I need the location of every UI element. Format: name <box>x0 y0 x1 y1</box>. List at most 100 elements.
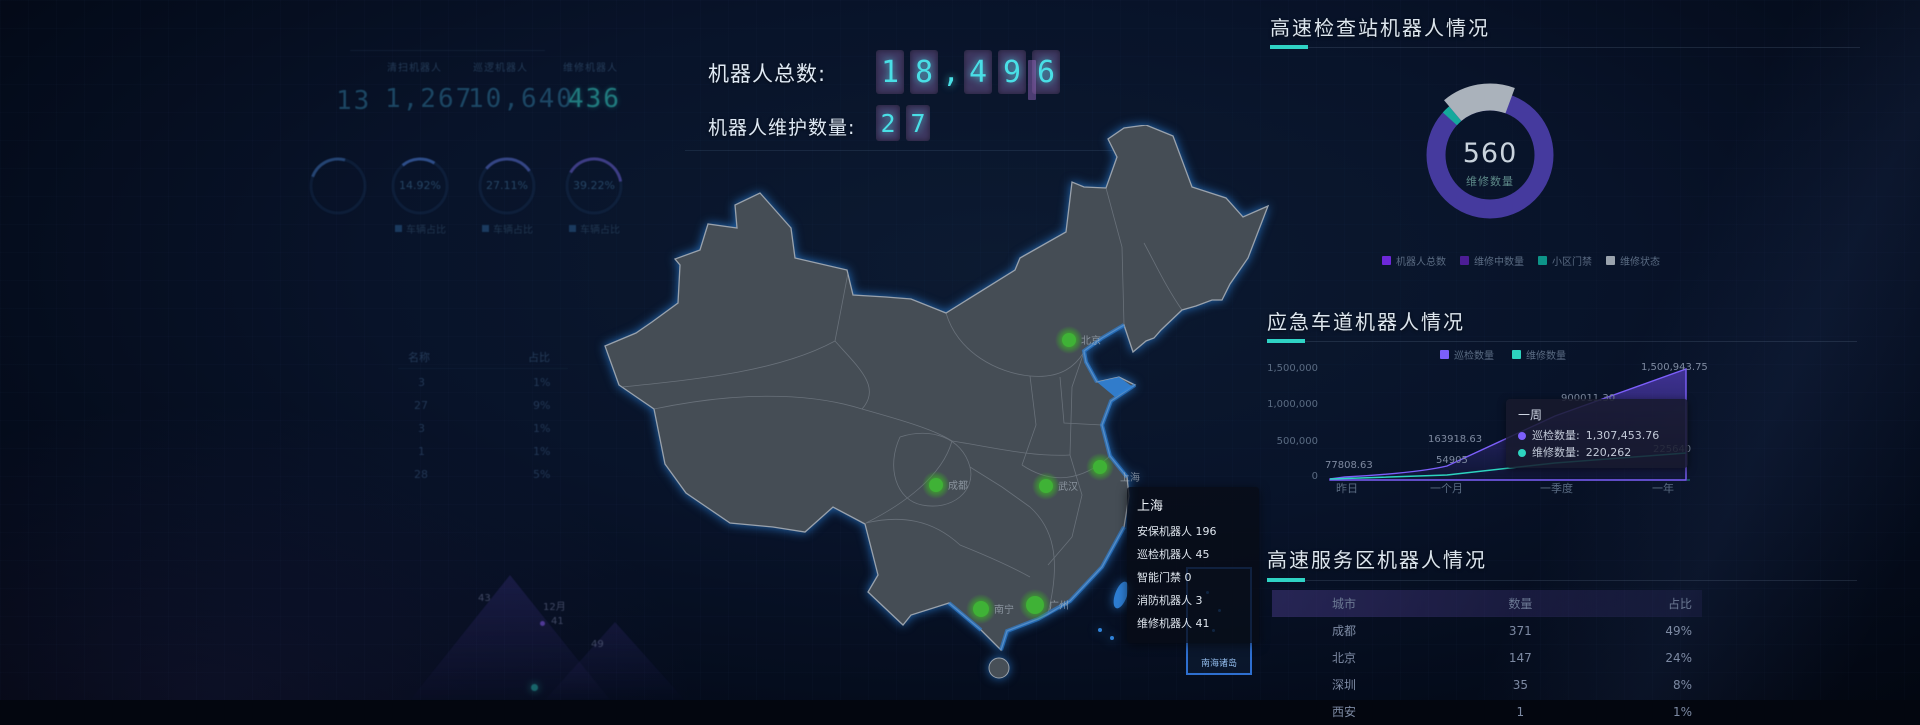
map-marker-nanning[interactable]: 南宁 <box>966 594 1014 624</box>
digit-box: 7 <box>906 105 930 141</box>
island-dot <box>1098 628 1102 632</box>
gauge-legend-label: 车辆占比 <box>406 225 446 236</box>
digit-box: 8 <box>910 50 938 94</box>
china-outline <box>604 125 1270 652</box>
left-table-cell: 1% <box>533 422 551 435</box>
donut-legend-item[interactable]: 维修状态 <box>1606 253 1660 268</box>
legend-square-icon <box>1382 256 1391 265</box>
legend-square-icon <box>395 225 402 232</box>
gauge-percent-1: 14.92% <box>399 179 441 192</box>
col-header-count: 数量 <box>1508 597 1533 611</box>
y-tick: 1,500,000 <box>1267 363 1318 374</box>
cell-city: 深圳 <box>1332 678 1357 692</box>
left-table-header-name: 名称 <box>408 351 430 364</box>
title-underline <box>1267 339 1857 343</box>
cell-city: 西安 <box>1332 705 1357 719</box>
map-marker-beijing[interactable]: 北京 <box>1055 326 1101 354</box>
x-tick: 一季度 <box>1540 482 1573 495</box>
inset-label: 南海诸岛 <box>1200 659 1237 669</box>
service-table-header: 城市 数量 占比 <box>1272 590 1702 617</box>
left-table-cell: 5% <box>533 468 551 481</box>
y-tick: 0 <box>1311 471 1318 482</box>
cell-city: 成都 <box>1332 624 1357 638</box>
donut-center-value: 560 <box>1462 138 1518 169</box>
service-table-row[interactable]: 北京 147 24% <box>1272 644 1702 671</box>
checkpoint-donut-chart[interactable] <box>1405 70 1575 240</box>
cell-ratio: 1% <box>1672 704 1692 719</box>
gauge-legend-label: 车辆占比 <box>580 225 620 236</box>
service-table-row[interactable]: 成都 371 49% <box>1272 617 1702 644</box>
donut-legend-item[interactable]: 机器人总数 <box>1382 253 1446 268</box>
map-tooltip-line: 智能门禁 0 <box>1137 571 1192 584</box>
digit-box: 1 <box>876 50 904 94</box>
y-tick: 1,000,000 <box>1267 399 1318 410</box>
map-tooltip-line: 消防机器人 3 <box>1137 594 1203 607</box>
map-tooltip-line: 维修机器人 41 <box>1137 617 1210 630</box>
service-table-row[interactable]: 西安 1 1% <box>1272 698 1702 725</box>
lane-legend-item[interactable]: 维修数量 <box>1512 347 1566 362</box>
gauge-legend-2[interactable]: 车辆占比 <box>482 221 533 236</box>
mini-chart-label-b: 49 <box>591 639 604 650</box>
left-table-cell: 28 <box>414 468 428 481</box>
map-tooltip: 上海 安保机器人 196 巡检机器人 45 智能门禁 0 消防机器人 3 维修机… <box>1127 487 1259 643</box>
map-marker-wuhan[interactable]: 武汉 <box>1032 472 1078 500</box>
donut-center-label: 维修数量 <box>1466 175 1514 188</box>
robot-maintenance-label: 机器人维护数量: <box>708 117 856 139</box>
donut-legend-item[interactable]: 小区门禁 <box>1538 253 1592 268</box>
tooltip-series-value: 1,307,453.76 <box>1585 429 1660 442</box>
mini-chart-value: 41 <box>551 616 564 627</box>
point-label: 77808.63 <box>1325 460 1373 471</box>
dot-icon <box>1518 431 1526 440</box>
legend-label: 巡检数量 <box>1454 351 1494 362</box>
stat-value-2: 10,640 <box>468 84 574 114</box>
cell-count: 35 <box>1512 677 1528 692</box>
legend-label: 维修数量 <box>1526 351 1566 362</box>
divider <box>350 50 545 51</box>
lane-panel-title: 应急车道机器人情况 <box>1267 310 1465 334</box>
robot-total-label: 机器人总数: <box>708 62 827 86</box>
title-underline <box>1267 578 1857 582</box>
legend-label: 小区门禁 <box>1552 257 1592 268</box>
legend-square-icon <box>1512 350 1521 359</box>
marker-label: 成都 <box>948 480 968 492</box>
divider <box>398 368 568 369</box>
gauge-legend-3[interactable]: 车辆占比 <box>569 221 620 236</box>
legend-square-icon <box>569 225 576 232</box>
x-tick: 一年 <box>1652 482 1674 495</box>
lane-tooltip-row: 巡检数量: 1,307,453.76 <box>1518 427 1676 444</box>
gauge-legend-1[interactable]: 车辆占比 <box>395 221 446 236</box>
mini-chart-month: 12月 <box>543 602 566 613</box>
map-tooltip-line: 安保机器人 196 <box>1137 525 1217 538</box>
lane-legend-item[interactable]: 巡检数量 <box>1440 347 1494 362</box>
legend-label: 机器人总数 <box>1396 257 1446 268</box>
map-marker-chengdu[interactable]: 成都 <box>922 471 968 499</box>
province-borders <box>621 187 1183 614</box>
china-map[interactable]: 北京 成都 武汉 上海 南宁 广州 <box>600 125 1270 685</box>
cell-count: 371 <box>1508 623 1532 638</box>
map-marker-shanghai[interactable]: 上海 <box>1086 453 1140 484</box>
x-tick: 昨日 <box>1336 482 1358 495</box>
left-table-cell: 27 <box>414 399 428 412</box>
point-label: 163918.63 <box>1428 434 1483 445</box>
service-panel-title: 高速服务区机器人情况 <box>1267 548 1487 572</box>
digit-box: 6 <box>1032 50 1061 94</box>
cell-city: 北京 <box>1332 651 1357 665</box>
y-tick: 500,000 <box>1276 436 1318 447</box>
map-marker-guangzhou[interactable]: 广州 <box>1019 589 1069 621</box>
donut-legend-item[interactable]: 维修中数量 <box>1460 253 1524 268</box>
legend-square-icon <box>1440 350 1449 359</box>
hainan-island <box>988 657 1010 679</box>
title-underline <box>1270 45 1860 49</box>
donut-center: 560 维修数量 <box>1405 138 1575 189</box>
marker-label: 上海 <box>1120 471 1140 484</box>
legend-square-icon <box>482 225 489 232</box>
decor-bar <box>1028 60 1036 100</box>
digit-box: 9 <box>998 50 1027 94</box>
gauge-legend-label: 车辆占比 <box>493 225 533 236</box>
x-tick: 一个月 <box>1430 482 1463 495</box>
taiwan-island <box>1113 581 1129 609</box>
service-table-row[interactable]: 深圳 35 8% <box>1272 671 1702 698</box>
legend-label: 维修状态 <box>1620 257 1660 268</box>
cell-ratio: 49% <box>1665 623 1692 638</box>
